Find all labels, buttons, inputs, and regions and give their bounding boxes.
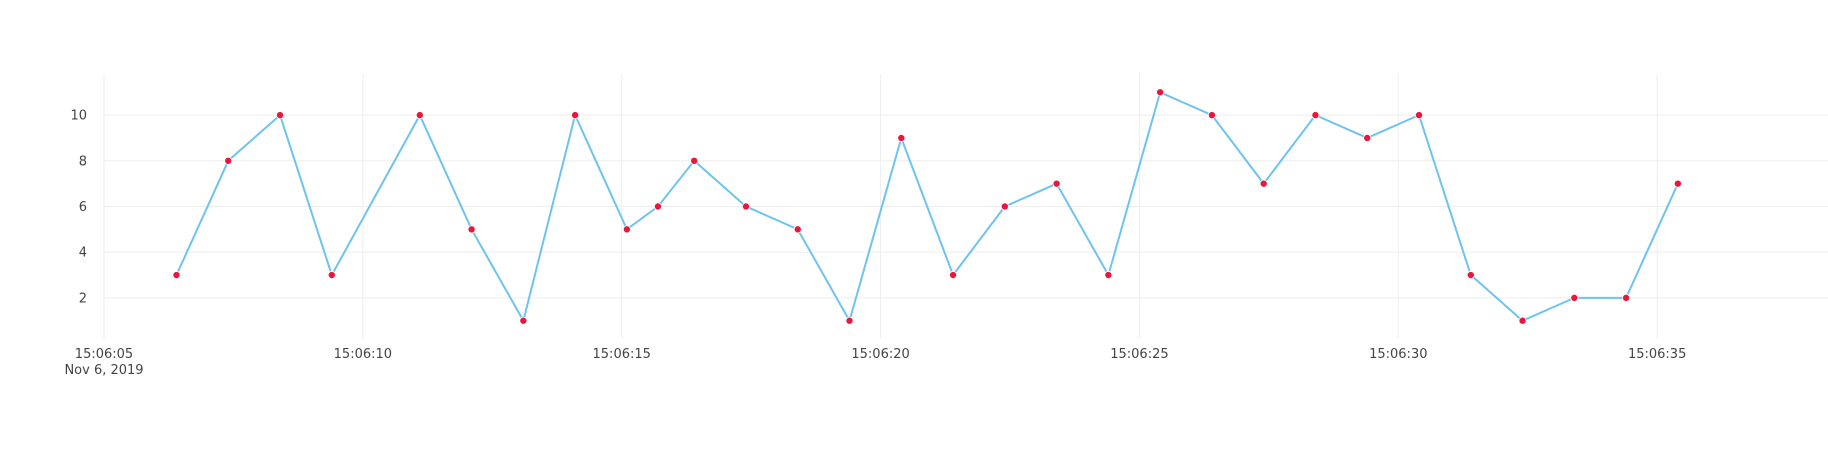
data-point[interactable] xyxy=(1207,111,1216,120)
y-tick-label: 8 xyxy=(79,154,87,169)
data-point[interactable] xyxy=(690,156,699,165)
y-tick-label: 6 xyxy=(79,200,87,215)
data-point[interactable] xyxy=(1570,293,1579,302)
data-point[interactable] xyxy=(276,111,285,120)
data-point[interactable] xyxy=(1363,133,1372,142)
series-line xyxy=(175,91,1679,322)
data-point[interactable] xyxy=(1259,179,1268,188)
data-point[interactable] xyxy=(793,225,802,234)
y-tick-label: 4 xyxy=(79,246,87,261)
grid xyxy=(103,74,1828,339)
x-tick-label: 15:06:05 xyxy=(75,347,133,362)
y-axis-ticks: 2 4 6 8 10 xyxy=(70,109,87,307)
series-lines xyxy=(175,91,1679,322)
y-tick-label: 2 xyxy=(79,291,87,306)
x-tick-label: 15:06:35 xyxy=(1628,347,1686,362)
x-tick-label: 15:06:15 xyxy=(593,347,651,362)
series-markers xyxy=(172,88,1682,325)
data-point[interactable] xyxy=(571,111,580,120)
data-point[interactable] xyxy=(224,156,233,165)
data-point[interactable] xyxy=(327,271,336,280)
data-point[interactable] xyxy=(1466,271,1475,280)
data-point[interactable] xyxy=(1673,179,1682,188)
x-tick-date-label: Nov 6, 2019 xyxy=(64,363,143,378)
x-tick-label: 15:06:25 xyxy=(1110,347,1168,362)
data-point[interactable] xyxy=(519,316,528,325)
data-point[interactable] xyxy=(1052,179,1061,188)
data-point[interactable] xyxy=(949,271,958,280)
data-point[interactable] xyxy=(1518,316,1527,325)
data-point[interactable] xyxy=(1622,293,1631,302)
x-tick-label: 15:06:20 xyxy=(851,347,909,362)
data-point[interactable] xyxy=(1415,111,1424,120)
data-point[interactable] xyxy=(622,225,631,234)
data-point[interactable] xyxy=(1104,271,1113,280)
y-tick-label: 10 xyxy=(70,109,87,124)
data-point[interactable] xyxy=(1311,111,1320,120)
x-tick-label: 15:06:30 xyxy=(1369,347,1427,362)
data-point[interactable] xyxy=(897,133,906,142)
data-point[interactable] xyxy=(653,202,662,211)
data-point[interactable] xyxy=(1000,202,1009,211)
data-point[interactable] xyxy=(172,271,181,280)
data-point[interactable] xyxy=(845,316,854,325)
data-point[interactable] xyxy=(415,111,424,120)
data-point[interactable] xyxy=(741,202,750,211)
data-point[interactable] xyxy=(1156,88,1165,97)
x-tick-label: 15:06:10 xyxy=(334,347,392,362)
data-point[interactable] xyxy=(467,225,476,234)
